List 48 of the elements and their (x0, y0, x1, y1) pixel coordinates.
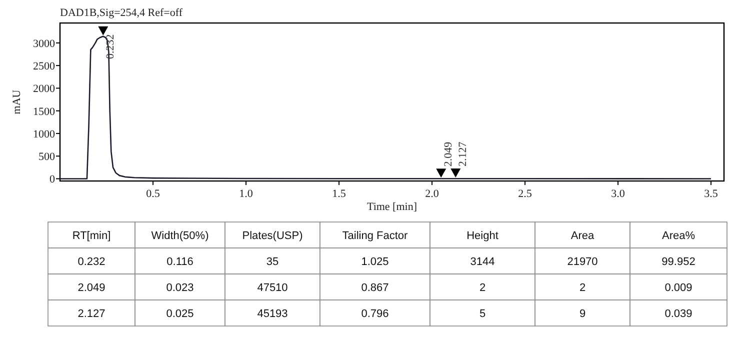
y-tick-label: 0 (50, 174, 56, 186)
text: 2 (579, 282, 586, 294)
y-axis-title: mAU (11, 90, 23, 114)
text: 0.867 (361, 282, 389, 294)
y-tick-label: 3000 (33, 38, 56, 50)
y-tick-label: 2000 (33, 83, 56, 96)
x-tick-label: 3.0 (611, 188, 626, 200)
x-tick-label: 1.5 (332, 188, 346, 200)
category-label: Width(50%) (151, 230, 209, 242)
category-label: Height (466, 230, 498, 242)
text: 9 (579, 308, 586, 320)
x-axis-title: Time [min] (366, 201, 418, 213)
text: 0.232 (78, 256, 106, 268)
y-tick-label: 1500 (33, 106, 56, 118)
x-tick-label: 2.0 (425, 188, 440, 200)
text: 0.039 (664, 308, 692, 320)
text: 2 (479, 282, 486, 294)
annotation: 0.232 (104, 34, 116, 59)
y-tick-label: 2500 (33, 60, 56, 73)
text: 47510 (257, 282, 288, 294)
y-tick-label: 1000 (33, 128, 56, 140)
text: 45193 (257, 308, 288, 320)
annotation: 2.049 (442, 141, 454, 167)
y-tick-label: 500 (38, 151, 56, 164)
x-tick-label: 0.5 (146, 188, 160, 200)
category-label: Area% (662, 230, 696, 242)
text: 2.127 (78, 308, 106, 320)
text: 35 (266, 256, 279, 268)
category-label: Plates(USP) (242, 230, 303, 242)
text: 0.796 (361, 308, 389, 320)
text: 5 (479, 308, 486, 320)
text: 2.049 (78, 282, 106, 294)
text: 99.952 (662, 256, 696, 268)
text: 1.025 (361, 256, 389, 268)
category-label: Tailing Factor (342, 230, 408, 242)
text: 0.116 (166, 256, 194, 268)
text: 3144 (470, 256, 495, 268)
x-tick-label: 1.0 (239, 188, 254, 200)
text: 21970 (567, 256, 598, 268)
annotation: 2.127 (456, 141, 469, 167)
text: 0.023 (166, 282, 194, 294)
category-label: RT[min] (72, 230, 111, 242)
x-tick-label: 2.5 (518, 188, 532, 200)
text: 0.025 (166, 308, 194, 320)
chart-title: DAD1B,Sig=254,4 Ref=off (60, 7, 183, 19)
x-tick-label: 3.5 (704, 188, 718, 200)
category-label: Area (570, 230, 595, 242)
text: 0.009 (664, 282, 692, 294)
